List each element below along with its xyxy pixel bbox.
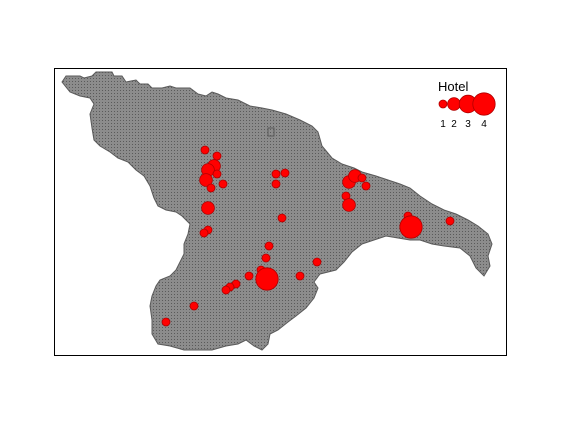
legend-label: 2 <box>451 119 457 130</box>
hotel-point <box>212 169 222 179</box>
hotel-point <box>357 173 367 183</box>
hotel-point <box>200 145 210 155</box>
hotel-point <box>206 183 216 193</box>
hotel-point <box>261 253 271 263</box>
hotel-point <box>271 179 281 189</box>
hotel-point <box>199 228 209 238</box>
hotel-point <box>199 173 213 187</box>
hotel-point <box>342 198 356 212</box>
legend-label: 1 <box>440 119 446 130</box>
hotel-point <box>271 169 281 179</box>
legend-title: Hotel <box>438 79 468 94</box>
hotel-point <box>244 271 254 281</box>
hotel-point <box>189 301 199 311</box>
hotel-point <box>264 241 274 251</box>
legend-circle <box>447 97 461 111</box>
hotel-point <box>221 285 231 295</box>
hotel-points <box>161 145 455 327</box>
hotel-point <box>255 267 279 291</box>
legend-circle <box>438 99 448 109</box>
hotel-point <box>201 201 215 215</box>
hotel-point <box>295 271 305 281</box>
hotel-point <box>312 257 322 267</box>
hotel-point <box>277 213 287 223</box>
hotel-point <box>361 181 371 191</box>
hotel-point <box>218 179 228 189</box>
hotel-point <box>161 317 171 327</box>
hotel-point <box>280 168 290 178</box>
legend-label: 4 <box>481 119 487 130</box>
hotel-point <box>212 151 222 161</box>
legend-label: 3 <box>465 119 471 130</box>
city-region <box>61 71 493 351</box>
hotel-point <box>399 215 423 239</box>
legend-circle <box>472 92 496 116</box>
hotel-point <box>445 216 455 226</box>
